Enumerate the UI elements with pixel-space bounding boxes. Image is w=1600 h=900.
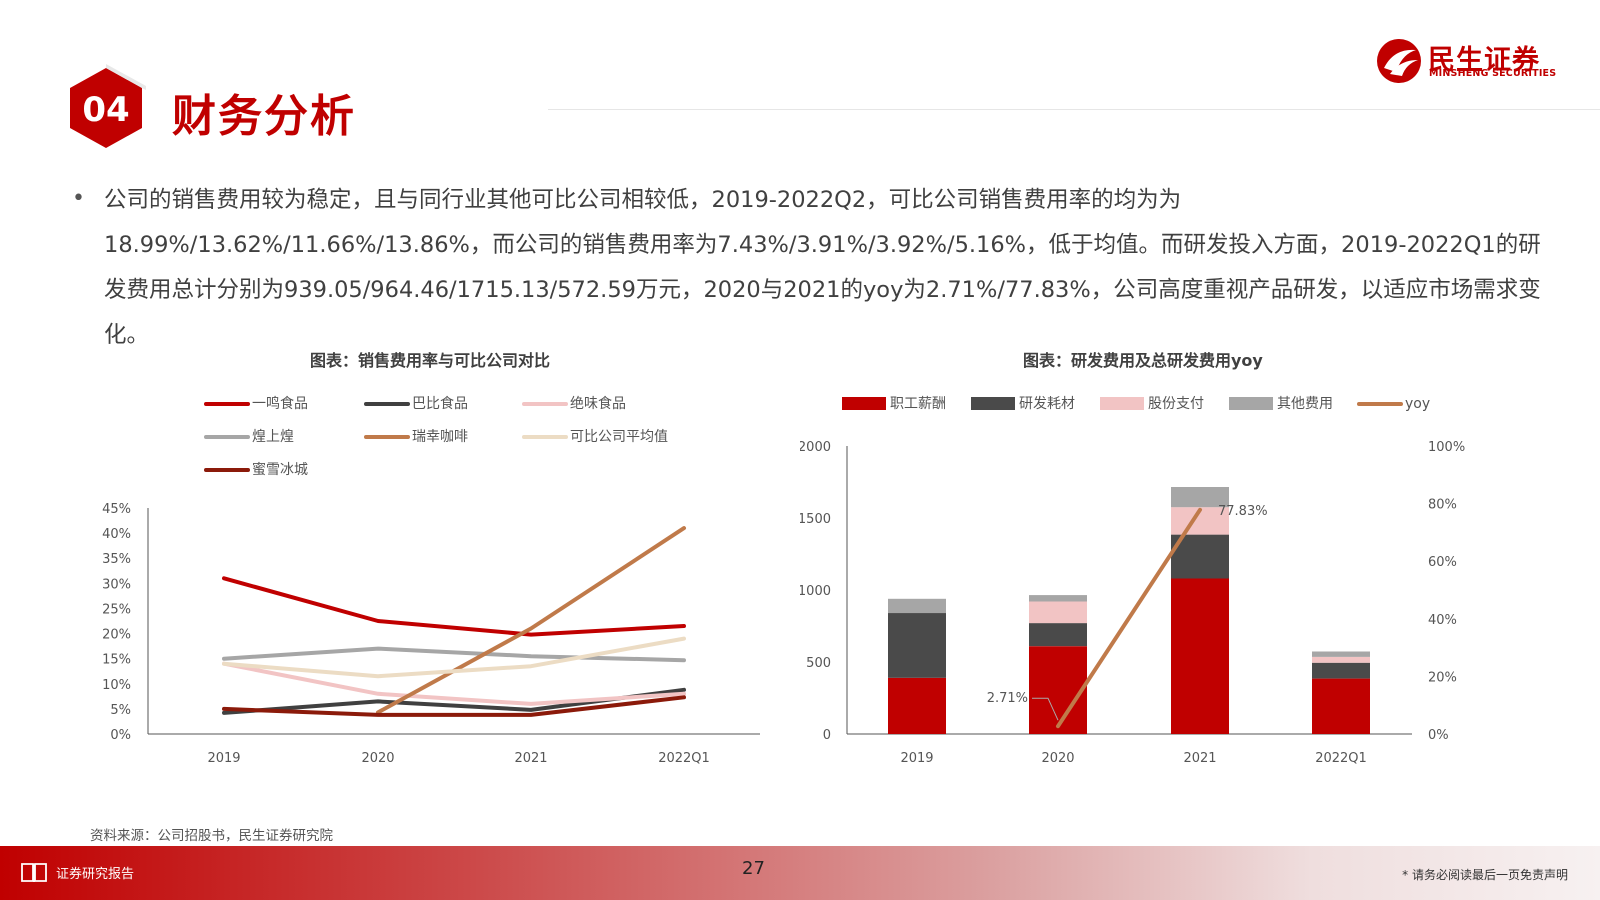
book-icon [21, 863, 47, 882]
legend-swatch [1357, 402, 1403, 406]
y2-tick-label: 100% [1428, 440, 1465, 455]
y-tick-label: 30% [102, 577, 131, 592]
legend-swatch [204, 468, 250, 472]
y-tick-label: 10% [102, 678, 131, 693]
annotation-leader [1032, 697, 1059, 721]
legend-label: 其他费用 [1277, 396, 1333, 412]
y-tick-label: 40% [102, 527, 131, 542]
x-tick-label: 2020 [361, 751, 394, 766]
chart-title-rd-expense: 图表：研发费用及总研发费用yoy [1023, 351, 1263, 370]
x-tick-label: 2019 [207, 751, 240, 766]
bar-series-1 [888, 677, 946, 734]
bar-series-1 [1171, 578, 1229, 734]
bar-series-1 [1029, 646, 1087, 734]
bullet-marker: • [72, 186, 85, 211]
legend-swatch [842, 397, 886, 410]
body-paragraph: 公司的销售费用较为稳定，且与同行业其他可比公司相较低，2019-2022Q2，可… [104, 187, 1541, 348]
line-series-5 [376, 526, 686, 715]
y-tick-label: 45% [102, 502, 131, 517]
logo-text-cn: 民生证券 [1428, 45, 1540, 76]
line-series-1 [222, 576, 686, 637]
bar-series-4 [1029, 595, 1087, 602]
source-note: 资料来源：公司招股书，民生证券研究院 [90, 828, 333, 844]
y-tick-label: 0% [110, 728, 131, 743]
y2-tick-label: 0% [1428, 728, 1449, 743]
legend-label: 蜜雪冰城 [252, 462, 308, 478]
legend-swatch [204, 435, 250, 439]
legend-swatch [522, 435, 568, 439]
line-series-4 [222, 646, 686, 663]
logo-text-en: MINSHENG SECURITIES [1429, 68, 1557, 79]
legend-swatch [971, 397, 1015, 410]
bar-series-4 [1312, 651, 1370, 657]
y2-tick-label: 20% [1428, 670, 1457, 685]
legend-label: 可比公司平均值 [570, 429, 668, 445]
y-tick-label: 5% [110, 703, 131, 718]
legend-label: 职工薪酬 [890, 396, 946, 412]
legend-swatch [522, 402, 568, 406]
x-tick-label: 2021 [1183, 751, 1216, 766]
y-tick-label: 1000 [800, 584, 831, 599]
y2-tick-label: 80% [1428, 498, 1457, 513]
bar-series-3 [1029, 601, 1087, 624]
y-tick-label: 2000 [800, 440, 831, 455]
y-tick-label: 35% [102, 552, 131, 567]
y2-tick-label: 40% [1428, 613, 1457, 628]
line-chart-sales-expense: 0% 5% 10% 15% 20% 25% 30% 35% 40% 45% 2019 2020 2021… [102, 502, 760, 766]
y-tick-label: 25% [102, 602, 131, 617]
section-number-badge: 04 [70, 64, 146, 148]
footer-report-label: 证券研究报告 [56, 867, 135, 882]
bar-chart-rd-expense: 0 500 1000 1500 2000 0% 20% 40% 60% 80% 100% 2019 20… [800, 440, 1465, 766]
bar-series-2 [888, 613, 946, 678]
line-series-7 [222, 695, 686, 717]
y2-tick-label: 60% [1428, 555, 1457, 570]
y-tick-label: 0 [823, 728, 831, 743]
legend-swatch [364, 402, 410, 406]
x-tick-label: 2021 [514, 751, 547, 766]
page-number: 27 [742, 858, 765, 879]
legend-swatch [204, 402, 250, 406]
company-logo: 民生证券 MINSHENG SECURITIES [1376, 38, 1562, 86]
x-tick-label: 2019 [900, 751, 933, 766]
legend-swatch [364, 435, 410, 439]
header-divider [548, 109, 1600, 110]
legend-swatch [1229, 397, 1273, 410]
legend-label: 煌上煌 [252, 429, 294, 445]
bar-series-4 [888, 598, 946, 614]
y-tick-label: 15% [102, 653, 131, 668]
line-series-6 [222, 636, 686, 679]
legend-label: 股份支付 [1148, 396, 1204, 412]
chart-title-sales-expense: 图表：销售费用率与可比公司对比 [310, 351, 551, 370]
bar-series-2 [1312, 662, 1370, 679]
x-tick-label: 2022Q1 [1315, 751, 1367, 766]
bar-series-1 [1312, 678, 1370, 734]
y-tick-label: 20% [102, 628, 131, 643]
page-title: 财务分析 [172, 91, 356, 142]
footer-bar: 证券研究报告 27 * 请务必阅读最后一页免责声明 [0, 846, 1600, 900]
annotation-yoy-2021: 77.83% [1218, 504, 1268, 519]
x-tick-label: 2020 [1041, 751, 1074, 766]
legend-label: 巴比食品 [412, 396, 468, 412]
logo-icon [1377, 39, 1421, 83]
disclaimer-text: * 请务必阅读最后一页免责声明 [1402, 868, 1568, 882]
x-tick-label: 2022Q1 [658, 751, 710, 766]
line-yoy [1056, 507, 1202, 729]
legend-label: yoy [1405, 396, 1431, 412]
y-tick-label: 500 [806, 656, 831, 671]
bar-series-3 [1312, 657, 1370, 663]
bar-series-4 [1171, 487, 1229, 508]
legend-label: 研发耗材 [1019, 396, 1075, 412]
legend-label: 绝味食品 [570, 396, 626, 412]
bar-series-2 [1029, 623, 1087, 647]
legend-label: 瑞幸咖啡 [412, 429, 468, 445]
section-number: 04 [82, 90, 129, 130]
line-series-2 [222, 687, 686, 715]
legend-swatch [1100, 397, 1144, 410]
y-tick-label: 1500 [800, 512, 831, 527]
line-series-3 [222, 661, 686, 706]
legend-label: 一鸣食品 [252, 396, 308, 412]
annotation-yoy-2020: 2.71% [987, 691, 1028, 706]
